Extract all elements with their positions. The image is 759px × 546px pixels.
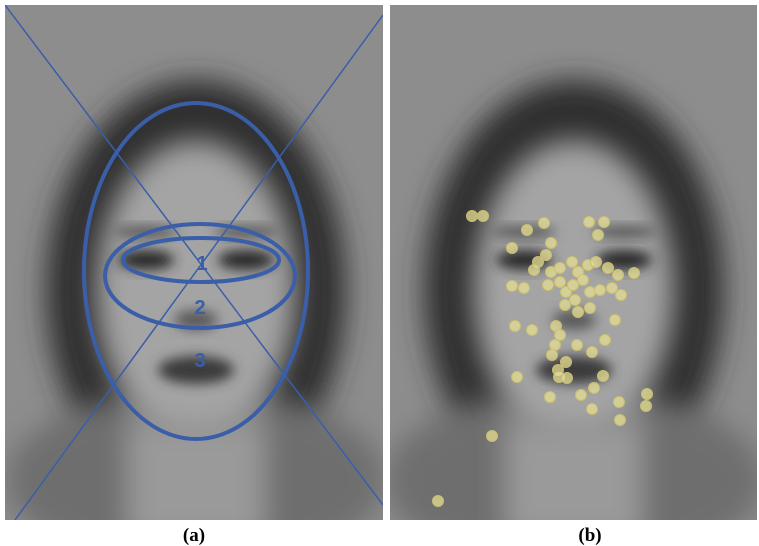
- fixation-dot: [584, 217, 595, 228]
- fixation-dot: [487, 431, 498, 442]
- fixation-dot: [539, 218, 550, 229]
- fixation-dot: [607, 283, 618, 294]
- fixation-dot: [615, 415, 626, 426]
- fixation-dot: [546, 238, 557, 249]
- figure: 1 2 3 (a) (b): [0, 0, 759, 546]
- region-label: 3: [194, 350, 205, 372]
- fixation-dot: [629, 268, 640, 279]
- fixation-dot: [595, 285, 606, 296]
- fixation-dot: [598, 371, 609, 382]
- fixation-dot: [543, 280, 554, 291]
- region-label: 2: [194, 297, 205, 319]
- fixation-dot: [507, 243, 518, 254]
- fixation-dot: [527, 325, 538, 336]
- panel-b-image: [374, 0, 759, 546]
- fixation-dot: [641, 401, 652, 412]
- fixation-dot: [616, 290, 627, 301]
- fixation-dot: [593, 230, 604, 241]
- fixation-dot: [562, 373, 573, 384]
- fixation-dot: [642, 389, 653, 400]
- fixation-dot: [555, 277, 566, 288]
- fixation-dot: [587, 347, 598, 358]
- fixation-dot: [510, 321, 521, 332]
- fixation-dot: [522, 225, 533, 236]
- fixation-dot: [568, 280, 579, 291]
- fixation-dot: [573, 307, 584, 318]
- fixation-dot: [567, 257, 578, 268]
- fixation-dot: [585, 303, 596, 314]
- fixation-dot: [589, 383, 600, 394]
- fixation-dot: [578, 275, 589, 286]
- fixation-dot: [603, 263, 614, 274]
- fixation-dot: [529, 265, 540, 276]
- fixation-dot: [467, 211, 478, 222]
- fixation-dot: [545, 392, 556, 403]
- fixation-dot: [614, 397, 625, 408]
- fixation-dot: [550, 340, 561, 351]
- fixation-dot: [512, 372, 523, 383]
- fixation-dot: [599, 217, 610, 228]
- fixation-dot: [560, 300, 571, 311]
- fixation-dot: [572, 340, 583, 351]
- page: 1 2 3 (a) (b) (() => { const data = JSON…: [0, 0, 759, 546]
- fixation-dot: [547, 350, 558, 361]
- fixation-dot: [587, 404, 598, 415]
- region-label: 1: [196, 253, 207, 275]
- fixation-dot: [600, 335, 611, 346]
- fixation-dot: [507, 281, 518, 292]
- fixation-dot: [519, 283, 530, 294]
- fixation-dot: [478, 211, 489, 222]
- panel-label: (a): [183, 525, 205, 546]
- fixation-dot: [570, 295, 581, 306]
- fixation-dot: [613, 270, 624, 281]
- fixation-dot: [555, 263, 566, 274]
- fixation-dot: [555, 330, 566, 341]
- fixation-dot: [610, 315, 621, 326]
- panel-label: (b): [578, 525, 601, 546]
- fixation-dot: [591, 257, 602, 268]
- fixation-dot: [433, 496, 444, 507]
- fixation-dot: [585, 287, 596, 298]
- panel-a-image: 1 2 3: [0, 0, 396, 546]
- fixation-dot: [576, 390, 587, 401]
